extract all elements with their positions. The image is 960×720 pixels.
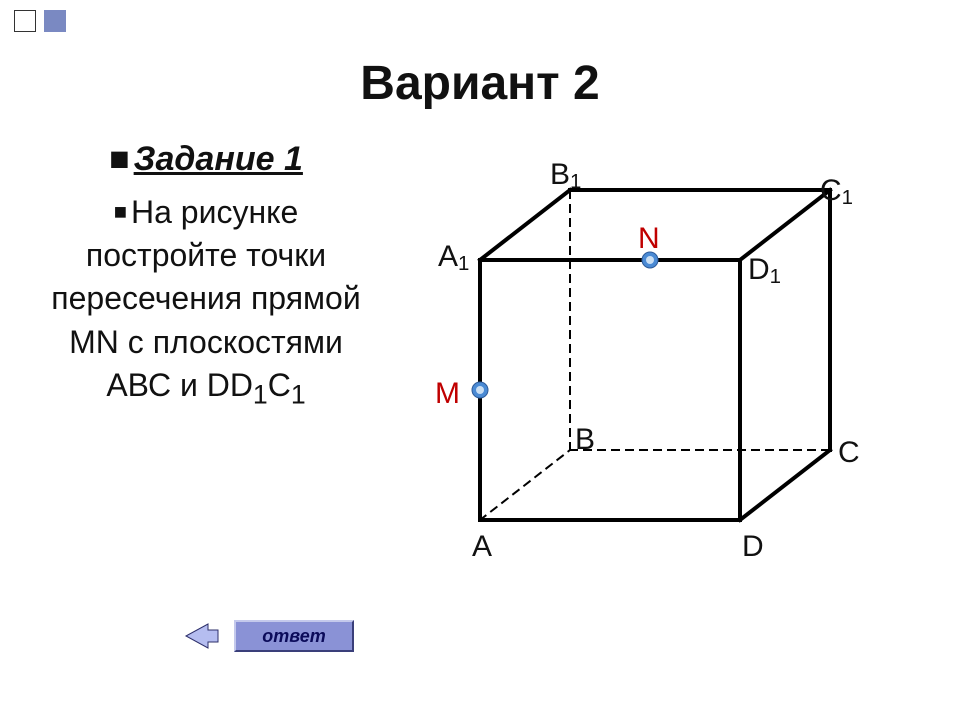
point-label-N: N: [638, 222, 660, 256]
points: [472, 252, 658, 398]
task-body: ■На рисунке постройте точки пересечения …: [36, 191, 376, 412]
slide-title: Вариант 2: [0, 56, 960, 111]
vertex-label-B1: B1: [550, 158, 581, 194]
cube-diagram: A D A1 D1 B C B1 C1 M N: [420, 140, 890, 570]
decor-square-solid: [44, 10, 66, 32]
answer-button[interactable]: ответ: [234, 620, 354, 652]
point-label-M: M: [435, 377, 460, 411]
vertex-label-B: B: [575, 423, 595, 457]
vertex-label-D: D: [742, 530, 764, 564]
vertex-label-C: C: [838, 436, 860, 470]
answer-button-group: ответ: [180, 620, 354, 652]
decor-square-hollow: [14, 10, 36, 32]
vertex-label-C1: C1: [820, 174, 853, 210]
task-panel: Задание 1 ■На рисунке постройте точки пе…: [36, 140, 376, 412]
slide-decor-squares: [0, 0, 80, 42]
vertex-label-D1: D1: [748, 253, 781, 289]
vertex-label-A1: A1: [438, 240, 469, 276]
task-body-text: На рисунке постройте точки пересечения п…: [51, 194, 360, 403]
task-heading: Задание 1: [36, 140, 376, 179]
nav-prev-arrow[interactable]: [180, 621, 224, 651]
vertex-label-A: A: [472, 530, 492, 564]
